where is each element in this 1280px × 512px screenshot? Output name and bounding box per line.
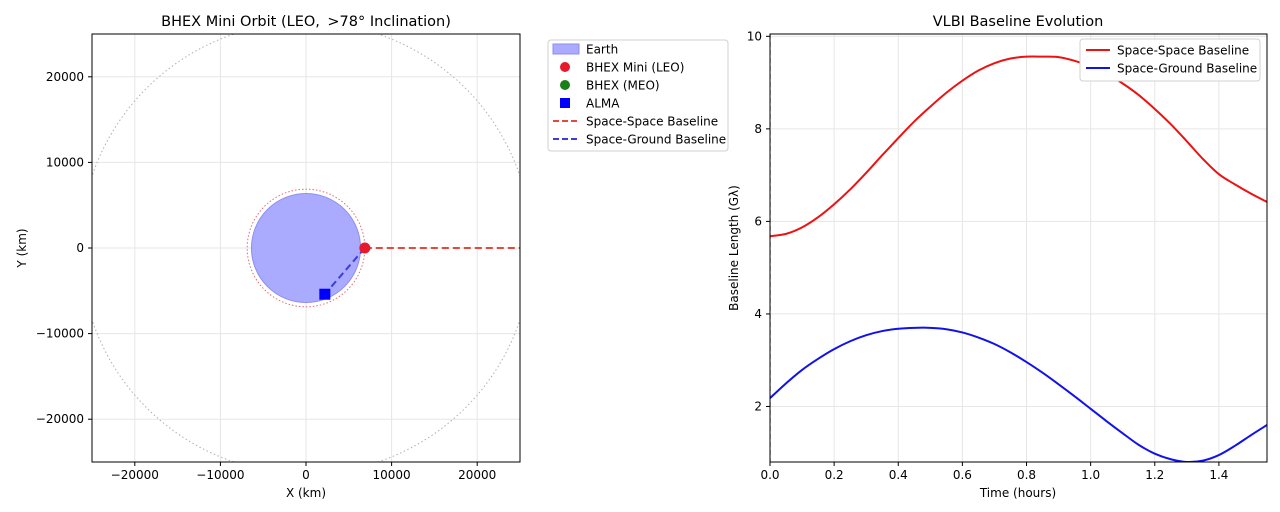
space-ground-baseline xyxy=(324,247,366,295)
orbit-legend-label: Earth xyxy=(586,43,618,57)
space-space-baseline-series xyxy=(770,55,1267,238)
orbit-y-tick-label: −20000 xyxy=(36,412,84,426)
legend-marker-swatch xyxy=(560,80,570,90)
vlbi-grid xyxy=(769,34,1267,462)
vlbi-axes-frame xyxy=(769,33,1268,463)
earth-disk xyxy=(250,192,362,304)
orbit-x-tick-label: −20000 xyxy=(111,468,159,482)
vlbi-legend: Space-Space Baseline Space-Ground Baselin… xyxy=(1079,38,1261,82)
bhex-mini-leo-point xyxy=(359,242,371,254)
orbit-y-tick-label: 10000 xyxy=(46,155,84,169)
vlbi-y-tick-label: 10 xyxy=(747,29,762,43)
orbit-x-tick-label: 20000 xyxy=(458,468,496,482)
vlbi-xlabel: Time (hours) xyxy=(979,486,1056,500)
orbit-legend-box xyxy=(547,39,729,152)
vlbi-y-tick-label: 8 xyxy=(754,122,762,136)
vlbi-plot: VLBI Baseline Evolution 0.0 0.2 0.4 0.6 0.8 1… xyxy=(727,14,1268,500)
orbit-y-tick-label: −10000 xyxy=(36,327,84,341)
orbit-y-tick-label: 0 xyxy=(76,241,84,255)
orbit-legend-label: BHEX Mini (LEO) xyxy=(586,61,684,75)
orbit-legend-label: ALMA xyxy=(586,97,620,111)
vlbi-x-tick-label: 0.6 xyxy=(953,468,972,482)
orbit-x-tick-label: 10000 xyxy=(373,468,411,482)
vlbi-ticks: 0.0 0.2 0.4 0.6 0.8 1.0 1.2 1.4 2 4 6 8 10 xyxy=(747,29,1229,482)
vlbi-x-tick-label: 1.4 xyxy=(1209,468,1228,482)
orbit-y-tick-label: 20000 xyxy=(46,70,84,84)
legend-earth-swatch xyxy=(552,43,580,55)
vlbi-x-tick-label: 0.0 xyxy=(760,468,779,482)
vlbi-legend-box xyxy=(1079,38,1261,82)
vlbi-x-tick-label: 0.8 xyxy=(1017,468,1036,482)
orbit-plot: BHEX Mini Orbit (LEO, >78° Inclination) … xyxy=(15,14,729,500)
legend-marker-swatch xyxy=(560,62,570,72)
vlbi-y-tick-label: 4 xyxy=(754,307,762,321)
vlbi-x-tick-label: 1.0 xyxy=(1081,468,1100,482)
orbit-legend-label: Space-Space Baseline xyxy=(586,115,718,129)
vlbi-x-tick-label: 0.4 xyxy=(889,468,908,482)
vlbi-y-tick-label: 6 xyxy=(754,214,762,228)
orbit-legend-label: BHEX (MEO) xyxy=(586,79,660,93)
orbit-legend-label: Space-Ground Baseline xyxy=(586,133,726,147)
legend-square-swatch xyxy=(560,98,570,108)
vlbi-y-tick-label: 2 xyxy=(754,399,762,413)
vlbi-plot-title: VLBI Baseline Evolution xyxy=(933,14,1104,30)
vlbi-ylabel: Baseline Length (Gλ) xyxy=(727,185,741,311)
orbit-x-tick-label: −10000 xyxy=(196,468,244,482)
orbit-legend: Earth BHEX Mini (LEO) BHEX (MEO) ALMA Space-… xyxy=(547,39,729,152)
orbit-plot-title: BHEX Mini Orbit (LEO, >78° Inclination) xyxy=(161,14,451,30)
vlbi-legend-label: Space-Space Baseline xyxy=(1117,44,1249,58)
vlbi-x-tick-label: 0.2 xyxy=(825,468,844,482)
vlbi-legend-label: Space-Ground Baseline xyxy=(1117,62,1257,76)
orbit-xlabel: X (km) xyxy=(286,486,326,500)
vlbi-x-tick-label: 1.2 xyxy=(1145,468,1164,482)
orbit-ticks: −20000 −10000 0 10000 20000 −20000 −10000 0 1000… xyxy=(36,70,497,482)
space-ground-baseline-series xyxy=(770,326,1267,462)
orbit-ylabel: Y (km) xyxy=(15,228,29,268)
alma-point xyxy=(319,288,331,300)
orbit-x-tick-label: 0 xyxy=(302,468,310,482)
